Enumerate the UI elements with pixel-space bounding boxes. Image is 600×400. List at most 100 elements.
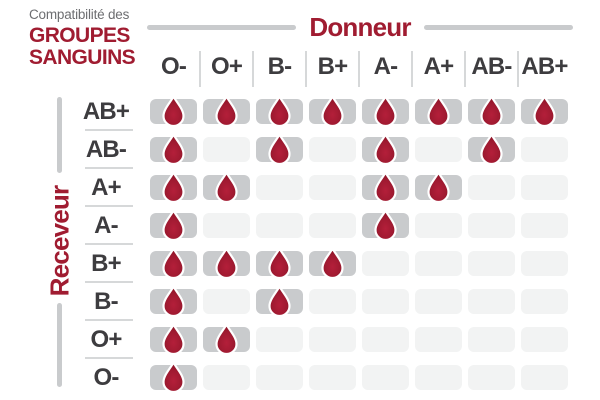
cell-a--from-a+-incompatible [415, 213, 462, 238]
blood-drop-icon [321, 95, 344, 128]
cell-b+-from-o--compatible [150, 247, 197, 280]
cell-o--from-a+-incompatible [415, 365, 462, 390]
cell-a+-from-a--compatible [362, 171, 409, 204]
cell-ab+-from-a--compatible [362, 95, 409, 128]
row-label-separator [85, 243, 133, 245]
cell-a--from-b+-incompatible [309, 213, 356, 238]
cell-ab--from-a--compatible [362, 133, 409, 166]
donor-column-header-ab-: AB- [471, 53, 512, 80]
cell-ab+-from-a+-compatible [415, 95, 462, 128]
cell-o--from-a--incompatible [362, 365, 409, 390]
blood-drop-icon [533, 95, 556, 128]
blood-drop-icon [162, 209, 185, 242]
cell-b--from-b--compatible [256, 285, 303, 318]
blood-drop-icon [215, 323, 238, 356]
cell-a+-from-b--incompatible [256, 175, 303, 200]
cell-ab--from-o+-incompatible [203, 137, 250, 162]
receiver-row-label-ab+: AB+ [82, 98, 130, 125]
cell-a+-from-o--compatible [150, 171, 197, 204]
cell-a--from-ab+-incompatible [521, 213, 568, 238]
row-label-separator [85, 357, 133, 359]
cell-a--from-o+-incompatible [203, 213, 250, 238]
cell-ab--from-a+-incompatible [415, 137, 462, 162]
cell-o+-from-ab--incompatible [468, 327, 515, 352]
cell-o--from-ab+-incompatible [521, 365, 568, 390]
blood-drop-icon [162, 361, 185, 394]
cell-ab+-from-ab--compatible [468, 95, 515, 128]
cell-b--from-ab+-incompatible [521, 289, 568, 314]
cell-b--from-b+-incompatible [309, 289, 356, 314]
cell-o--from-ab--incompatible [468, 365, 515, 390]
blood-drop-icon [374, 209, 397, 242]
cell-ab--from-b--compatible [256, 133, 303, 166]
receiver-axis-label: Receveur [44, 185, 75, 297]
cell-ab+-from-b+-compatible [309, 95, 356, 128]
cell-a--from-b--incompatible [256, 213, 303, 238]
cell-b+-from-a+-incompatible [415, 251, 462, 276]
row-label-separator [85, 205, 133, 207]
receiver-row-label-b-: B- [94, 288, 119, 315]
donor-column-header-ab+: AB+ [521, 53, 568, 80]
blood-drop-icon [374, 133, 397, 166]
cell-o+-from-ab+-incompatible [521, 327, 568, 352]
column-header-separator [199, 51, 201, 87]
blood-drop-icon [480, 133, 503, 166]
cell-o--from-b+-incompatible [309, 365, 356, 390]
cell-b--from-ab--incompatible [468, 289, 515, 314]
cell-b+-from-b+-compatible [309, 247, 356, 280]
cell-b+-from-b--compatible [256, 247, 303, 280]
blood-drop-icon [215, 95, 238, 128]
cell-ab+-from-o+-compatible [203, 95, 250, 128]
blood-drop-icon [374, 95, 397, 128]
blood-drop-icon [268, 133, 291, 166]
donor-column-header-a+: A+ [423, 53, 455, 80]
cell-o+-from-b--incompatible [256, 327, 303, 352]
blood-drop-icon [480, 95, 503, 128]
receiver-bracket-line-top [57, 97, 62, 173]
blood-drop-icon [374, 171, 397, 204]
blood-drop-icon [321, 247, 344, 280]
cell-a+-from-ab+-incompatible [521, 175, 568, 200]
cell-o--from-o--compatible [150, 361, 197, 394]
cell-a--from-ab--incompatible [468, 213, 515, 238]
cell-a+-from-ab--incompatible [468, 175, 515, 200]
cell-ab--from-b+-incompatible [309, 137, 356, 162]
cell-b--from-o--compatible [150, 285, 197, 318]
blood-drop-icon [268, 95, 291, 128]
cell-b+-from-ab+-incompatible [521, 251, 568, 276]
donor-column-header-o+: O+ [210, 53, 243, 80]
cell-ab--from-ab+-incompatible [521, 137, 568, 162]
donor-axis-label: Donneur [309, 11, 411, 42]
row-label-separator [85, 319, 133, 321]
receiver-row-label-ab-: AB- [85, 136, 127, 163]
column-header-separator [358, 51, 360, 87]
cell-a+-from-b+-incompatible [309, 175, 356, 200]
cell-o+-from-a--incompatible [362, 327, 409, 352]
blood-drop-icon [162, 285, 185, 318]
donor-column-header-b-: B- [267, 53, 293, 80]
donor-axis-header: Donneur [147, 11, 574, 42]
blood-drop-icon [162, 171, 185, 204]
blood-drop-icon [268, 247, 291, 280]
blood-drop-icon [215, 171, 238, 204]
blood-drop-icon [215, 247, 238, 280]
donor-bracket-line-right [423, 24, 574, 30]
cell-a+-from-a+-compatible [415, 171, 462, 204]
cell-ab--from-o--compatible [150, 133, 197, 166]
blood-drop-icon [268, 285, 291, 318]
cell-a--from-a--compatible [362, 209, 409, 242]
row-label-separator [85, 167, 133, 169]
row-label-separator [85, 129, 133, 131]
blood-drop-icon [427, 171, 450, 204]
column-header-separator [411, 51, 413, 87]
receiver-row-label-b+: B+ [91, 250, 122, 277]
receiver-row-label-a+: A+ [91, 174, 122, 201]
donor-column-header-b+: B+ [317, 53, 349, 80]
blood-drop-icon [162, 133, 185, 166]
cell-o--from-o+-incompatible [203, 365, 250, 390]
cell-o+-from-o+-compatible [203, 323, 250, 356]
receiver-row-label-o+: O+ [90, 326, 122, 353]
column-header-separator [517, 51, 519, 87]
cell-b+-from-a--incompatible [362, 251, 409, 276]
